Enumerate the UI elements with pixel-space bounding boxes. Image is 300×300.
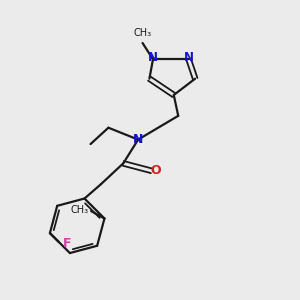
Text: CH₃: CH₃	[134, 28, 152, 38]
Text: N: N	[184, 51, 194, 64]
Text: CH₃: CH₃	[70, 205, 89, 214]
Text: N: N	[133, 133, 143, 146]
Text: O: O	[150, 164, 161, 177]
Text: N: N	[148, 51, 158, 64]
Text: F: F	[62, 237, 71, 250]
